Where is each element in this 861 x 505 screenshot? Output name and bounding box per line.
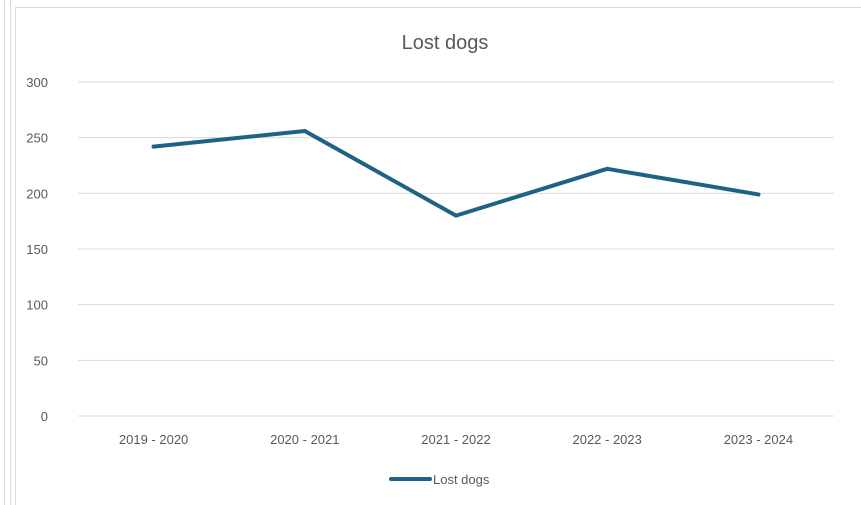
x-tick-label: 2022 - 2023 [572,432,641,447]
x-tick-label: 2023 - 2024 [724,432,793,447]
data-point [302,128,307,133]
y-tick-label: 200 [26,186,48,201]
x-tick-label: 2019 - 2020 [119,432,188,447]
y-tick-label: 50 [34,353,48,368]
x-axis-ticks: 2019 - 2020 2020 - 2021 2021 - 2022 2022 - … [119,432,793,447]
y-tick-label: 150 [26,242,48,257]
y-tick-label: 100 [26,298,48,313]
series-layer [151,128,761,218]
series-line [151,128,761,218]
left-border-line-inner [10,0,11,505]
legend: Lost dogs [389,472,490,487]
left-border-line [4,0,5,505]
legend-label: Lost dogs [433,472,490,487]
chart-frame [15,7,861,505]
data-point [454,213,458,218]
data-point [151,144,156,149]
data-point [605,166,610,171]
x-tick-label: 2020 - 2021 [270,432,339,447]
y-tick-label: 0 [41,409,48,424]
gridlines [78,81,834,417]
y-tick-label: 250 [26,131,48,146]
chart-title: Lost dogs [402,32,489,54]
data-point [756,192,761,197]
x-tick-label: 2021 - 2022 [421,432,490,447]
y-tick-label: 300 [26,75,48,90]
y-axis-ticks: 0 50 100 150 200 250 300 [26,75,48,424]
